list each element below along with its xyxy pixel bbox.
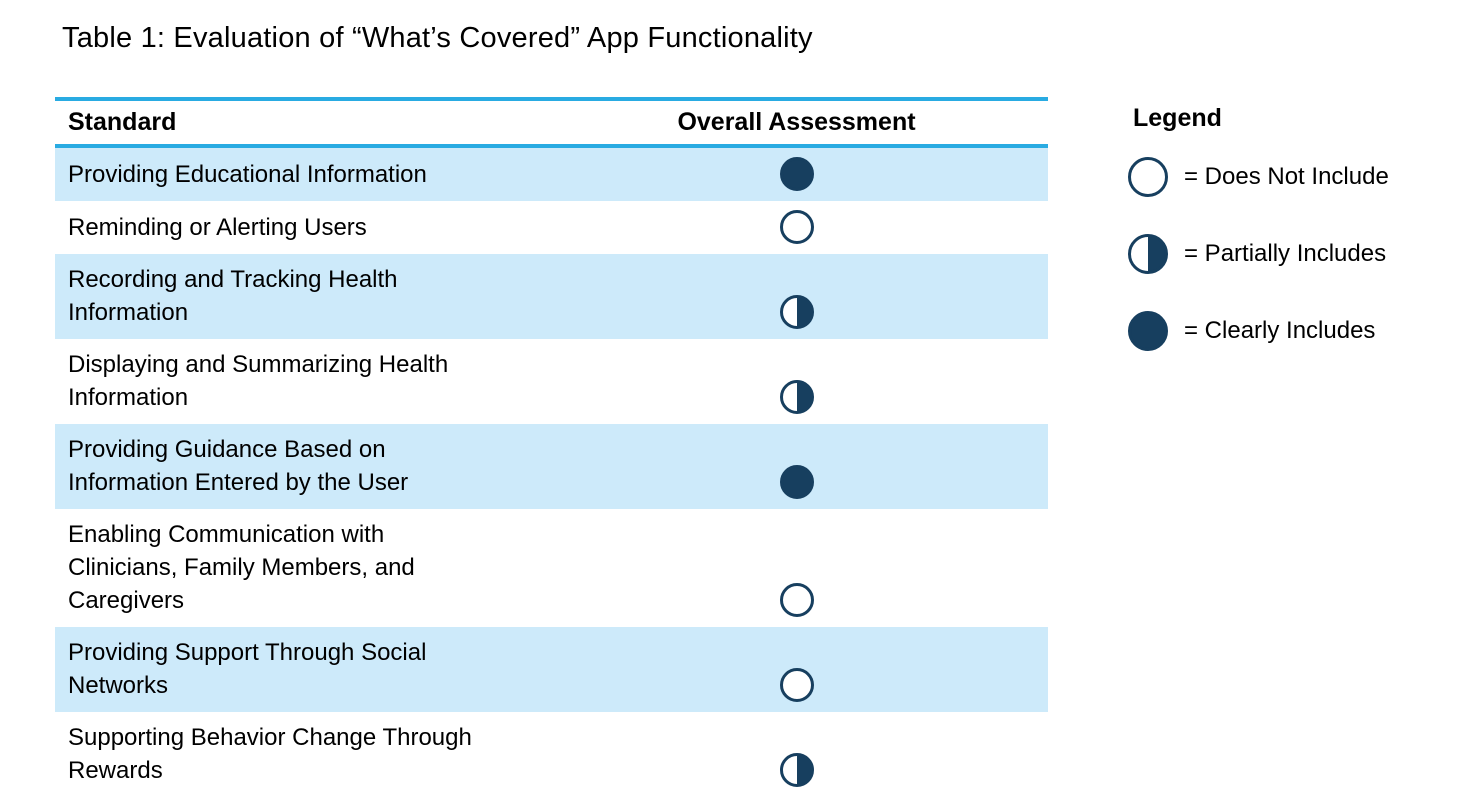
standard-cell: Supporting Behavior Change Through Rewar…: [55, 721, 545, 787]
legend-item: = Partially Includes: [1128, 234, 1458, 274]
table-header-row: Standard Overall Assessment: [55, 101, 1048, 148]
clearly-includes-icon: [1128, 311, 1168, 351]
standard-cell-text: Providing Support Through Social Network…: [68, 639, 427, 699]
standard-cell: Providing Support Through Social Network…: [55, 636, 545, 702]
legend-item-label: = Partially Includes: [1184, 240, 1387, 267]
page-title: Table 1: Evaluation of “What’s Covered” …: [62, 22, 813, 54]
table-row: Enabling Communication with Clinicians, …: [55, 509, 1048, 627]
assessment-cell: [545, 157, 1048, 191]
standard-cell: Providing Guidance Based on Information …: [55, 433, 545, 499]
assessment-cell: [545, 668, 1048, 702]
assessment-cell: [545, 753, 1048, 787]
does-not-include-icon: [779, 210, 814, 244]
evaluation-table: Standard Overall Assessment Providing Ed…: [55, 97, 1048, 797]
partially-includes-icon: [779, 380, 814, 414]
standard-cell-text: Recording and Tracking Health Informatio…: [68, 266, 398, 326]
table-row: Providing Support Through Social Network…: [55, 627, 1048, 712]
assessment-cell: [545, 380, 1048, 414]
standard-cell-text: Displaying and Summarizing Health Inform…: [68, 351, 449, 411]
does-not-include-icon: [1128, 157, 1168, 197]
table-row: Displaying and Summarizing Health Inform…: [55, 339, 1048, 424]
assessment-cell: [545, 295, 1048, 329]
standard-cell: Providing Educational Information: [55, 158, 545, 191]
table-row: Recording and Tracking Health Informatio…: [55, 254, 1048, 339]
standard-cell: Enabling Communication with Clinicians, …: [55, 518, 545, 617]
standard-cell: Displaying and Summarizing Health Inform…: [55, 348, 545, 414]
legend-item-label: = Does Not Include: [1184, 163, 1389, 190]
assessment-cell: [545, 465, 1048, 499]
does-not-include-icon: [779, 668, 814, 702]
assessment-cell: [545, 210, 1048, 244]
assessment-cell: [545, 583, 1048, 617]
standard-cell-text: Reminding or Alerting Users: [68, 214, 367, 241]
standard-cell-text: Enabling Communication with Clinicians, …: [68, 521, 415, 614]
standard-cell-text: Providing Guidance Based on Information …: [68, 436, 409, 496]
table-row: Reminding or Alerting Users: [55, 201, 1048, 254]
standard-cell: Reminding or Alerting Users: [55, 211, 545, 244]
table-row: Providing Guidance Based on Information …: [55, 424, 1048, 509]
standard-cell-text: Providing Educational Information: [68, 161, 427, 188]
standard-cell: Recording and Tracking Health Informatio…: [55, 263, 545, 329]
column-header-standard: Standard: [68, 108, 177, 136]
table-row: Supporting Behavior Change Through Rewar…: [55, 712, 1048, 797]
standard-cell-text: Supporting Behavior Change Through Rewar…: [68, 724, 472, 784]
does-not-include-icon: [779, 583, 814, 617]
partially-includes-icon: [779, 753, 814, 787]
partially-includes-icon: [779, 295, 814, 329]
clearly-includes-icon: [779, 465, 814, 499]
legend-title: Legend: [1133, 104, 1222, 132]
legend-items: = Does Not Include = Partially Includes …: [1128, 157, 1458, 351]
clearly-includes-icon: [779, 157, 814, 191]
column-header-overall-assessment: Overall Assessment: [677, 108, 916, 136]
table-row: Providing Educational Information: [55, 148, 1048, 201]
legend-item: = Clearly Includes: [1128, 311, 1458, 351]
legend: Legend = Does Not Include = Partially In…: [1128, 104, 1458, 388]
legend-item: = Does Not Include: [1128, 157, 1458, 197]
table-body: Providing Educational Information Remind…: [55, 148, 1048, 797]
legend-item-label: = Clearly Includes: [1184, 317, 1376, 344]
partially-includes-icon: [1128, 234, 1168, 274]
